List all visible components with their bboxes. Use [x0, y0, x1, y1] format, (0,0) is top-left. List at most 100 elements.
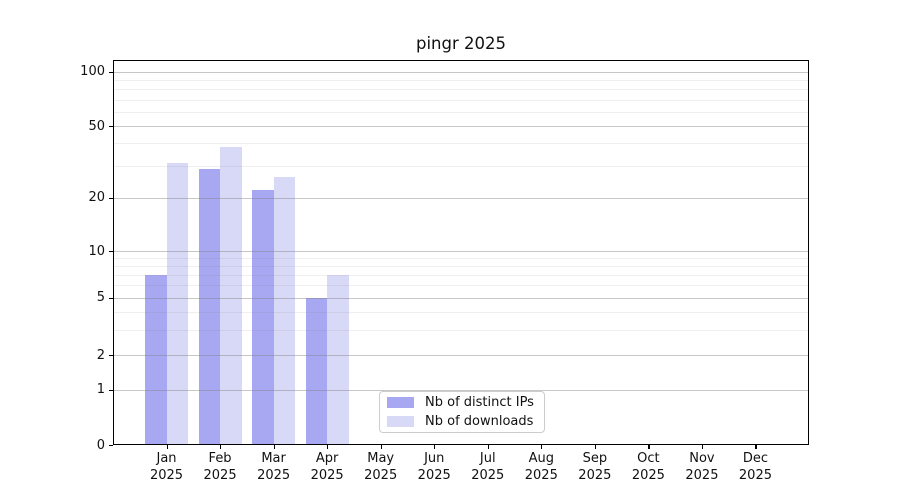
x-tick-year: 2025 — [364, 468, 398, 483]
bar-downloads — [166, 163, 189, 445]
gridline-major — [113, 297, 809, 299]
gridline-minor — [113, 265, 809, 267]
gridline-minor — [113, 285, 809, 287]
x-tick-label: Oct 2025 — [618, 450, 678, 484]
x-tick-label: Jul 2025 — [458, 450, 518, 484]
x-tick-year: 2025 — [631, 468, 665, 483]
x-tick-mark — [701, 445, 704, 449]
x-tick-year: 2025 — [738, 468, 772, 483]
x-tick-label: Mar 2025 — [244, 450, 304, 484]
x-tick-month: May — [367, 451, 395, 466]
gridline-minor — [113, 89, 809, 91]
gridline-major — [113, 355, 809, 356]
x-tick-mark — [487, 445, 489, 449]
bar-distinct-ips — [145, 274, 167, 445]
x-tick-month: Jun — [424, 451, 445, 466]
x-tick-year: 2025 — [310, 468, 344, 483]
y-tick-mark — [109, 297, 113, 299]
x-tick-mark — [594, 445, 597, 449]
gridline-minor — [113, 258, 809, 260]
x-tick-label: Nov 2025 — [672, 450, 732, 484]
x-tick-mark — [220, 445, 222, 449]
x-tick-label: Feb 2025 — [190, 450, 250, 484]
legend: Nb of distinct IPs Nb of downloads — [379, 391, 545, 433]
x-tick-month: Aug — [528, 451, 554, 466]
x-tick-label: Jan 2025 — [137, 450, 197, 484]
x-tick-year: 2025 — [685, 468, 719, 483]
bar-distinct-ips — [305, 297, 328, 445]
bar-downloads — [220, 147, 242, 445]
x-tick-year: 2025 — [417, 468, 451, 483]
x-tick-month: Jan — [156, 451, 177, 466]
gridline-minor — [113, 165, 809, 167]
x-tick-mark — [327, 445, 329, 449]
x-tick-mark — [648, 445, 650, 449]
x-tick-year: 2025 — [471, 468, 505, 483]
gridline-minor — [113, 311, 809, 313]
bar-distinct-ips — [198, 168, 221, 445]
x-tick-month: Dec — [742, 451, 769, 466]
gridline-minor — [113, 274, 809, 276]
gridline-minor — [113, 99, 809, 101]
y-tick-mark — [109, 389, 113, 391]
y-tick-label: 5 — [96, 290, 105, 305]
y-tick-mark — [109, 355, 113, 357]
legend-swatch-downloads — [387, 416, 414, 427]
y-tick-mark — [109, 251, 113, 253]
x-tick-year: 2025 — [257, 468, 291, 483]
y-tick-label: 1 — [96, 382, 105, 397]
chart-title: pingr 2025 — [415, 34, 506, 53]
x-tick-month: Mar — [261, 451, 286, 466]
y-tick-label: 50 — [88, 118, 105, 134]
x-tick-year: 2025 — [578, 468, 612, 483]
x-tick-month: Sep — [582, 451, 608, 466]
gridline-major — [113, 197, 809, 199]
x-tick-label: Dec 2025 — [725, 450, 785, 484]
x-tick-year: 2025 — [524, 468, 558, 483]
bar-distinct-ips — [252, 190, 274, 445]
y-tick-label: 0 — [96, 437, 105, 453]
gridline-major — [113, 251, 809, 252]
x-tick-month: Feb — [208, 451, 232, 466]
bar-downloads — [327, 274, 349, 445]
y-tick-label: 2 — [96, 347, 105, 363]
gridline-minor — [113, 79, 809, 81]
y-tick-mark — [109, 445, 113, 447]
bar-downloads — [273, 177, 296, 445]
x-tick-mark — [541, 445, 543, 449]
legend-row: Nb of downloads — [387, 414, 544, 430]
legend-swatch-distinct-ips — [387, 397, 414, 408]
y-tick-label: 100 — [80, 64, 105, 79]
legend-label-distinct-ips: Nb of distinct IPs — [425, 394, 534, 410]
gridline-major — [113, 126, 809, 127]
legend-row: Nb of distinct IPs — [387, 395, 544, 411]
x-tick-mark — [380, 445, 382, 449]
x-tick-label: Aug 2025 — [511, 450, 571, 484]
x-tick-label: Apr 2025 — [297, 450, 357, 484]
x-tick-month: Apr — [315, 451, 339, 466]
x-tick-label: Sep 2025 — [565, 450, 625, 484]
x-tick-mark — [166, 445, 168, 449]
x-tick-mark — [273, 445, 275, 449]
y-tick-mark — [109, 71, 113, 73]
x-tick-month: Nov — [689, 451, 715, 466]
x-tick-year: 2025 — [149, 468, 184, 483]
y-tick-label: 10 — [88, 243, 105, 259]
gridline-minor — [113, 329, 809, 331]
gridline-major — [113, 71, 809, 73]
x-tick-mark — [434, 445, 436, 449]
y-tick-label: 20 — [88, 190, 105, 205]
y-tick-mark — [109, 126, 113, 128]
y-tick-mark — [109, 197, 113, 199]
x-tick-label: May 2025 — [351, 450, 411, 484]
x-tick-mark — [755, 445, 757, 449]
gridline-minor — [113, 111, 809, 113]
gridline-minor — [113, 143, 809, 145]
legend-label-downloads: Nb of downloads — [425, 413, 534, 429]
x-tick-year: 2025 — [203, 468, 237, 483]
x-tick-month: Jul — [479, 451, 496, 466]
